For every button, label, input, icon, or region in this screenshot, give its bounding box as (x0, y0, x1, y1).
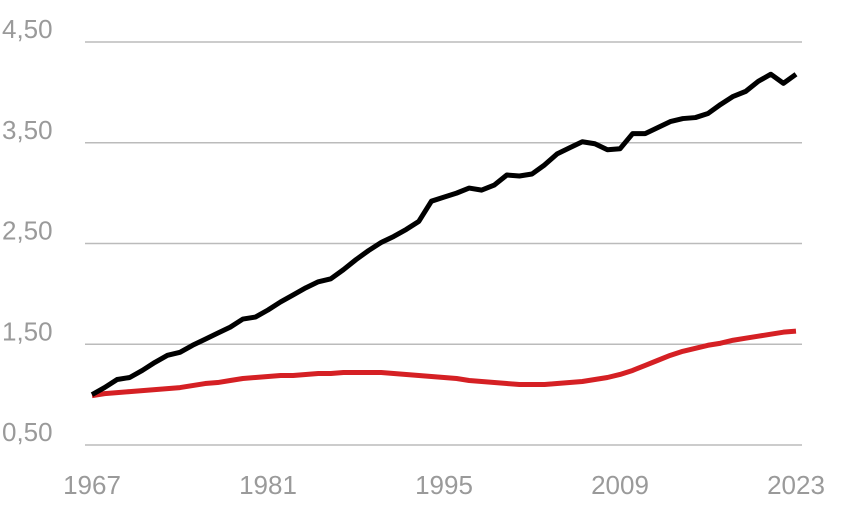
line-series (91, 328, 797, 399)
line-series (90, 71, 798, 397)
y-tick-label: 1,50 (2, 316, 53, 346)
x-tick-label: 2023 (767, 470, 825, 500)
y-tick-label: 0,50 (2, 417, 53, 447)
x-tick-label: 1967 (63, 470, 121, 500)
x-tick-label: 1995 (415, 470, 473, 500)
x-tick-label: 2009 (591, 470, 649, 500)
y-tick-label: 4,50 (2, 14, 53, 44)
y-tick-label: 3,50 (2, 115, 53, 145)
y-tick-label: 2,50 (2, 216, 53, 246)
x-tick-label: 1981 (239, 470, 297, 500)
